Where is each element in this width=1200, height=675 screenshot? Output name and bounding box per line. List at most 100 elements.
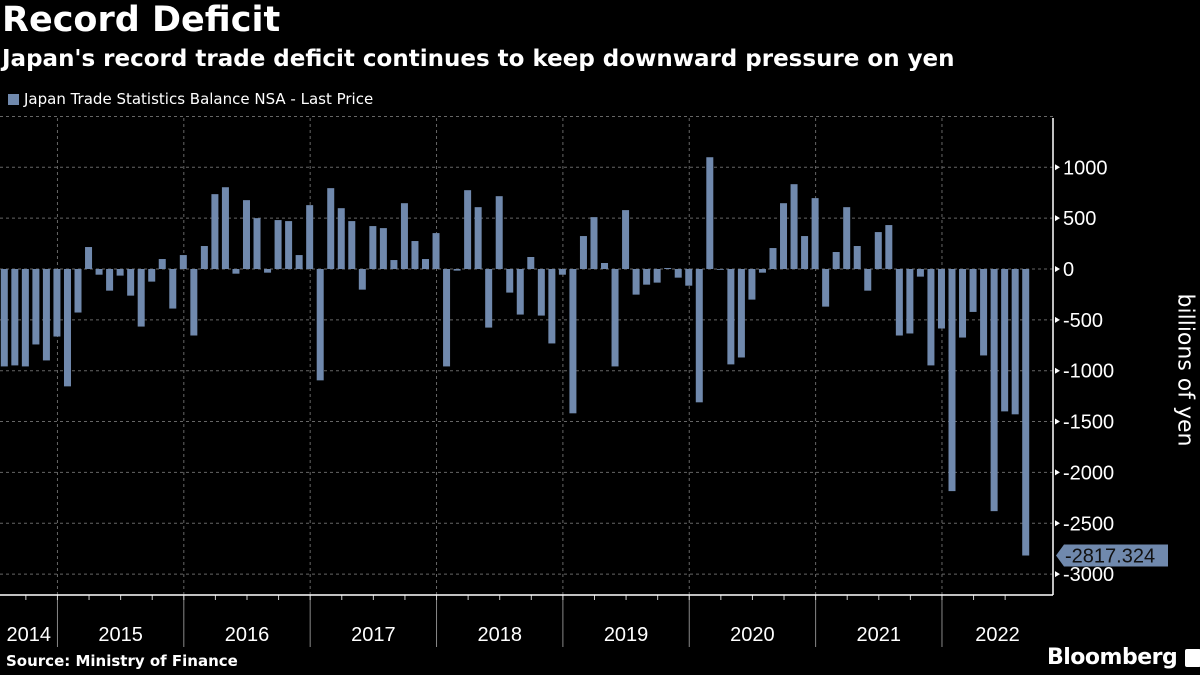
y-tick-label: -2000: [1063, 462, 1114, 484]
bar: [295, 255, 303, 269]
bar: [253, 218, 261, 269]
bar: [0, 269, 8, 367]
bar: [611, 269, 619, 367]
bar: [264, 269, 272, 273]
bar: [569, 269, 577, 414]
bar: [758, 269, 766, 273]
bar: [1001, 269, 1009, 412]
bar: [379, 228, 387, 269]
bar: [337, 208, 345, 269]
bar: [306, 205, 314, 269]
last-value-label: -2817.324: [1065, 546, 1155, 568]
bar: [843, 207, 851, 269]
bar: [1022, 269, 1030, 556]
y-tick-label: 0: [1063, 259, 1074, 281]
bar: [548, 269, 556, 344]
bar: [674, 269, 682, 278]
legend-swatch: [8, 93, 19, 105]
bar: [453, 269, 461, 271]
bar: [411, 241, 419, 269]
bar: [579, 236, 587, 269]
bar: [980, 269, 988, 356]
year-label: 2017: [351, 624, 396, 646]
bar: [422, 259, 429, 269]
bar: [127, 269, 135, 296]
bar: [274, 220, 282, 269]
bar: [780, 203, 788, 269]
y-tick-label: -2500: [1063, 513, 1114, 535]
bar: [316, 269, 324, 381]
bar: [748, 269, 756, 300]
y-tick: [1055, 469, 1060, 476]
year-label: 2022: [975, 624, 1020, 646]
bar: [769, 248, 777, 269]
bar: [32, 269, 40, 345]
bar: [664, 267, 672, 269]
bar: [327, 188, 335, 269]
bar: [727, 269, 735, 365]
bar: [516, 269, 524, 315]
bar: [137, 269, 145, 327]
bar: [21, 269, 29, 367]
bar: [622, 210, 630, 269]
bar: [927, 269, 935, 366]
y-tick-label: 1000: [1063, 157, 1108, 179]
bar: [400, 203, 408, 269]
source-note: Source: Ministry of Finance: [6, 652, 238, 670]
bar: [106, 269, 114, 291]
bloomberg-logo: Bloomberg: [1047, 645, 1200, 670]
bar: [474, 207, 482, 269]
y-tick-label: 500: [1063, 208, 1096, 230]
bar: [990, 269, 998, 512]
bar: [485, 269, 493, 328]
bar: [811, 198, 819, 269]
bar: [63, 269, 71, 387]
bar: [685, 269, 693, 286]
bar: [358, 269, 366, 290]
bar: [632, 269, 640, 295]
y-tick: [1055, 367, 1060, 374]
bar: [832, 252, 840, 269]
bar: [969, 269, 977, 312]
bar: [959, 269, 967, 338]
y-tick-label: -500: [1063, 310, 1103, 332]
bar: [558, 269, 566, 275]
bar: [443, 269, 451, 367]
bar: [369, 226, 377, 269]
bar: [906, 269, 914, 334]
legend: Japan Trade Statistics Balance NSA - Las…: [8, 90, 373, 108]
last-value-tag: [1056, 544, 1168, 567]
bar: [495, 196, 503, 269]
bar: [285, 221, 293, 269]
bar: [348, 221, 356, 269]
y-tick: [1055, 266, 1060, 272]
year-label: 2014: [6, 624, 51, 646]
bar: [211, 194, 219, 269]
bar: [895, 269, 903, 336]
bar: [85, 247, 93, 269]
bar: [527, 256, 535, 269]
bar: [200, 246, 208, 269]
year-label: 2021: [857, 624, 902, 646]
bar: [864, 269, 872, 291]
bar: [716, 269, 724, 270]
bar: [801, 236, 809, 269]
bar: [242, 200, 250, 269]
chart-title: Record Deficit: [2, 0, 281, 40]
bar: [169, 269, 177, 309]
bar: [11, 269, 19, 366]
bar: [148, 269, 156, 282]
y-tick-label: -3000: [1063, 564, 1114, 586]
bar: [74, 269, 82, 313]
bar: [432, 233, 440, 269]
year-label: 2015: [98, 624, 143, 646]
bar: [232, 269, 240, 274]
y-tick: [1055, 164, 1060, 171]
bar: [653, 269, 661, 283]
bar: [601, 262, 609, 269]
chart-icon: [1185, 648, 1200, 667]
year-label: 2018: [477, 624, 522, 646]
bar: [221, 187, 229, 269]
bar: [853, 246, 861, 269]
